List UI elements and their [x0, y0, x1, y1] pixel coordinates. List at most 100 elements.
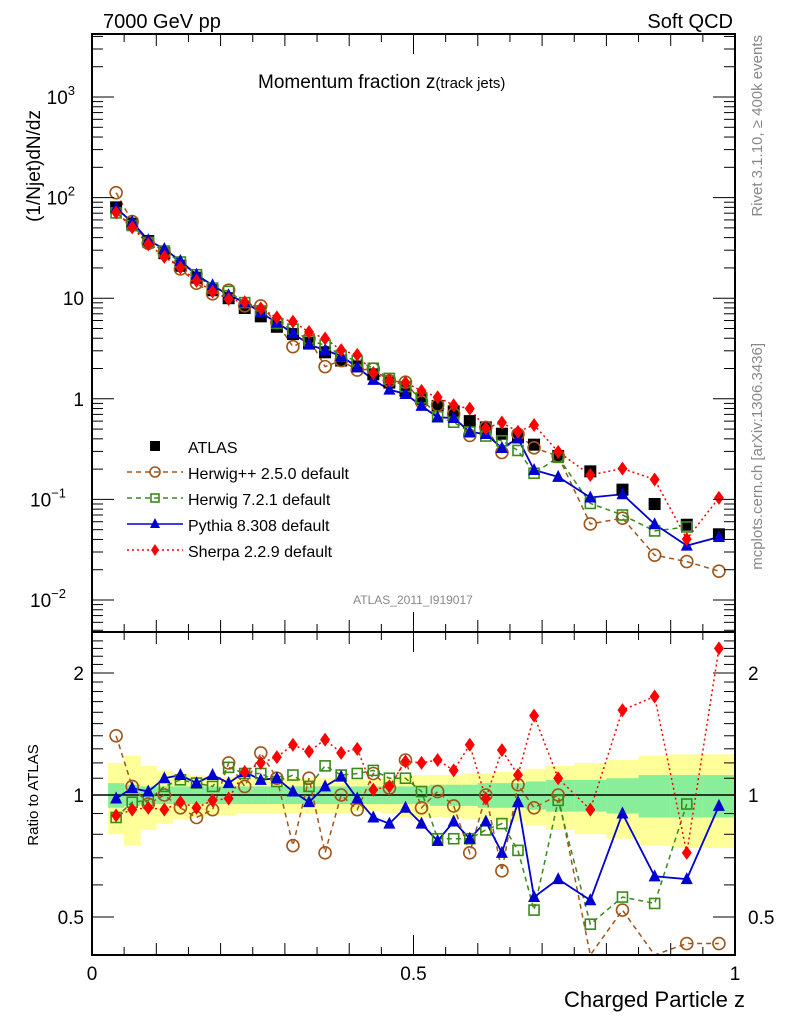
sherpa-2-2-9-default-ratio-point: [713, 641, 724, 656]
sherpa-2-2-9-default-ratio-point: [143, 800, 154, 815]
herwig-7-2-1-default-ratio-point: [512, 844, 524, 857]
sherpa-2-2-9-default-ratio-point: [400, 754, 411, 769]
sherpa-2-2-9-default-point: [368, 366, 379, 381]
sherpa-2-2-9-default-ratio-point: [416, 755, 427, 770]
pythia-8-308-default-ratio-point: [399, 800, 412, 813]
pythia-8-308-default-ratio-point: [495, 845, 508, 858]
atlas-data-point: [463, 415, 476, 428]
series-lines: [115, 192, 720, 957]
herwig-7-2-1-default-ratio-point: [399, 772, 412, 785]
sherpa-2-2-9-default-ratio-point: [512, 768, 523, 783]
pythia-8-308-default-ratio-point: [303, 795, 316, 808]
x-tick-label: 1: [730, 964, 741, 985]
sherpa-2-2-9-default-ratio-point: [336, 745, 347, 760]
pythia-8-308-default-ratio-point: [206, 768, 219, 781]
herwig-2-5-0-default-line-ratio: [115, 735, 719, 957]
herwig-7-2-1-default-ratio-point: [552, 794, 564, 807]
band-inner: [638, 775, 672, 818]
pythia-8-308-default-ratio-point: [447, 814, 460, 827]
upper-plot-frame: [91, 33, 736, 633]
sherpa-2-2-9-default-ratio-point: [464, 737, 475, 752]
legend-label-herwig-7-2-1-default: Herwig 7.2.1 default: [188, 492, 331, 509]
herwig-2-5-0-default-ratio-point: [527, 800, 541, 815]
pythia-8-308-default-ratio-point: [584, 893, 597, 906]
series-markers: [109, 185, 726, 951]
herwig-7-2-1-default-point: [680, 521, 693, 533]
pythia-8-308-default-point: [415, 398, 428, 411]
sherpa-2-2-9-default-point: [127, 220, 138, 235]
legend-marker-sherpa-2-2-9-default: [151, 544, 159, 556]
ratio-y-tick-label: 2: [73, 664, 84, 685]
legend-label-herwig-2-5-0-default: Herwig++ 2.5.0 default: [188, 466, 350, 483]
pythia-8-308-default-point: [303, 337, 316, 350]
sherpa-2-2-9-default-point: [713, 490, 724, 505]
herwig-7-2-1-default-ratio-point: [616, 891, 629, 903]
sherpa-2-2-9-default-ratio-point: [287, 737, 298, 752]
x-tick-label: 0.5: [400, 964, 426, 985]
herwig-2-5-0-default-point: [109, 185, 123, 200]
herwig-7-2-1-default-line-ratio: [115, 764, 688, 926]
sherpa-2-2-9-default-ratio-point: [649, 689, 660, 704]
herwig-7-2-1-default-ratio-point: [528, 904, 540, 916]
sherpa-2-2-9-default-point: [255, 301, 266, 316]
sherpa-2-2-9-default-point: [617, 461, 628, 476]
pythia-8-308-default-point: [319, 343, 332, 356]
herwig-7-2-1-default-ratio-point: [222, 761, 235, 774]
pythia-8-308-default-ratio-point: [616, 806, 629, 819]
herwig-2-5-0-default-ratio-point: [302, 771, 316, 786]
plot-title-main: Momentum fraction z: [258, 72, 435, 93]
sherpa-2-2-9-default-point: [336, 343, 347, 358]
pythia-8-308-default-point: [431, 410, 444, 423]
header-left: 7000 GeV pp: [103, 11, 221, 33]
sherpa-2-2-9-default-point: [464, 401, 475, 416]
pythia-8-308-default-point: [584, 490, 597, 503]
pythia-8-308-default-point: [495, 441, 508, 454]
herwig-2-5-0-default-ratio-point: [334, 788, 348, 802]
ratio-y-tick-label: 0.5: [58, 908, 84, 929]
herwig-2-5-0-default-ratio-point: [237, 779, 252, 794]
herwig-2-5-0-default-ratio-point: [551, 788, 565, 802]
pythia-8-308-default-point: [190, 267, 203, 280]
herwig-7-2-1-default-ratio-point: [303, 780, 315, 793]
pythia-8-308-default-ratio-point: [463, 831, 476, 844]
herwig-7-2-1-default-ratio-point: [287, 769, 299, 781]
sherpa-2-2-9-default-point: [271, 310, 282, 325]
atlas-data-point: [495, 427, 508, 440]
pythia-8-308-default-ratio-point: [351, 791, 364, 804]
sherpa-2-2-9-default-point: [432, 390, 443, 405]
atlas-data-point: [415, 392, 428, 405]
sherpa-2-2-9-default-ratio-point: [352, 741, 363, 756]
herwig-2-5-0-default-point: [583, 517, 598, 531]
sherpa-2-2-9-default-point: [159, 249, 170, 264]
pythia-8-308-default-ratio-point: [286, 784, 299, 797]
herwig-2-5-0-default-point: [647, 548, 662, 562]
pythia-8-308-default-point: [174, 253, 187, 266]
sherpa-2-2-9-default-point: [649, 472, 660, 487]
pythia-8-308-default-ratio-point: [648, 869, 661, 882]
herwig-2-5-0-default-point: [318, 359, 332, 374]
sherpa-2-2-9-default-line-ratio: [115, 648, 720, 853]
y-tick-label: 10−2: [30, 586, 66, 612]
ticks: 10−2 10−1 1 10 102 103 0.5 0.5 1 1 2 2 0 0.5 1: [30, 34, 774, 985]
sherpa-2-2-9-default-point: [480, 421, 491, 436]
sherpa-2-2-9-default-ratio-point: [271, 750, 282, 765]
pythia-8-308-default-point: [447, 410, 460, 423]
sherpa-2-2-9-default-ratio-point: [175, 795, 186, 810]
legend-marker-pythia-8-308-default: [150, 518, 160, 528]
sherpa-2-2-9-default-point: [352, 347, 363, 362]
herwig-2-5-0-default-ratio-point: [495, 864, 509, 878]
ratio-y-axis-label: Ratio to ATLAS: [25, 744, 42, 845]
x-axis-label: Charged Particle z: [564, 987, 745, 1012]
plot-title: Momentum fraction z(track jets): [258, 72, 505, 93]
atlas-data-point: [648, 498, 661, 511]
herwig-2-5-0-default-ratio-point: [712, 936, 726, 951]
legend-label-pythia-8-308-default: Pythia 8.308 default: [188, 518, 330, 535]
pythia-8-308-default-point: [399, 387, 412, 400]
sherpa-2-2-9-default-ratio-point: [585, 802, 596, 817]
sherpa-2-2-9-default-ratio-point: [384, 779, 395, 794]
pythia-8-308-default-ratio-point: [319, 779, 332, 792]
legend-marker-herwig-7-2-1-default: [150, 493, 160, 503]
band-inner: [670, 775, 704, 818]
analysis-watermark: ATLAS_2011_I919017: [353, 593, 473, 607]
